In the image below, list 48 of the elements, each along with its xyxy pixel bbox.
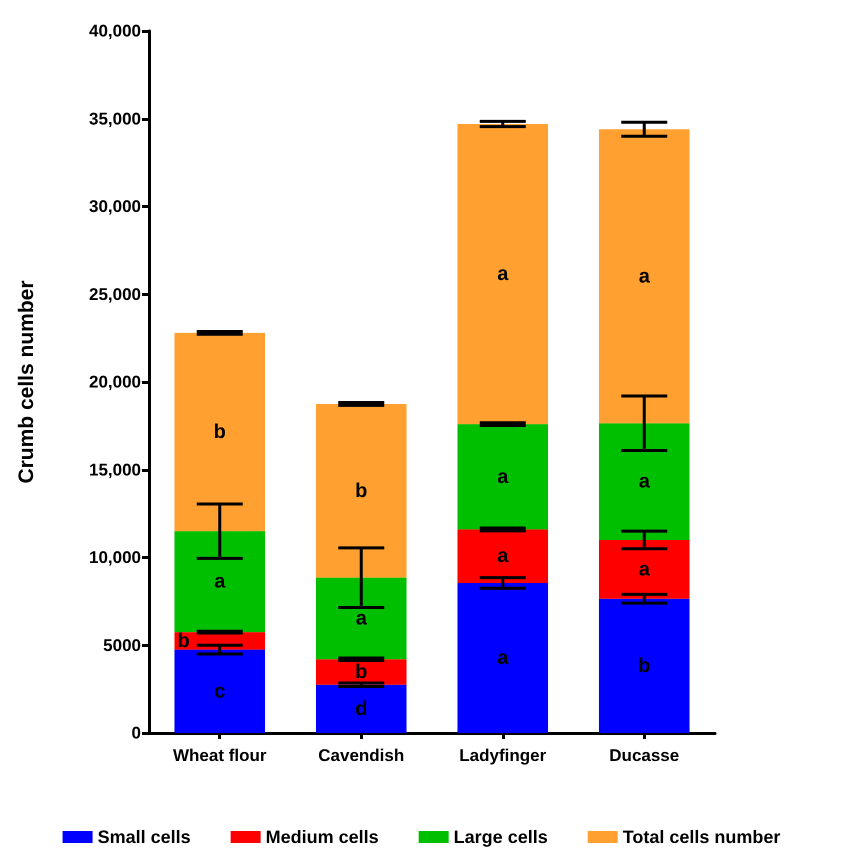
data-label: b [638, 654, 650, 677]
data-label: a [638, 558, 651, 580]
data-label: a [497, 646, 510, 669]
bar [457, 582, 548, 733]
x-tick-label: Cavendish [318, 746, 404, 765]
data-label: a [497, 263, 510, 286]
bar [316, 578, 407, 660]
data-label: b [214, 421, 226, 444]
y-tick-label: 35,000 [89, 109, 141, 128]
bar [174, 332, 266, 532]
y-tick-label: 10,000 [89, 548, 141, 567]
bar [598, 129, 690, 424]
legend-label: Medium cells [266, 827, 379, 847]
legend-label: Total cells number [622, 827, 780, 847]
data-label: a [638, 470, 651, 493]
data-label: b [355, 661, 368, 684]
data-label: c [214, 680, 226, 702]
bar [316, 404, 407, 578]
legend-label: Large cells [454, 827, 548, 847]
data-label: a [214, 570, 226, 593]
bar [457, 424, 548, 530]
y-tick-label: 25,000 [89, 284, 141, 304]
data-label: a [638, 265, 651, 288]
y-axis-title: Crumb cells number [15, 280, 38, 484]
y-tick-label: 30,000 [89, 197, 141, 216]
data-label: b [177, 630, 190, 652]
bar [598, 598, 690, 733]
data-label: a [497, 545, 510, 568]
y-tick-label: 5000 [103, 636, 141, 655]
x-tick-label: Wheat flour [173, 746, 267, 765]
data-label: a [497, 466, 510, 488]
x-tick-label: Ducasse [609, 746, 680, 765]
bar [174, 531, 266, 632]
bar [316, 684, 407, 733]
bar [457, 124, 548, 424]
y-tick-label: 0 [132, 724, 141, 742]
bar [598, 423, 690, 540]
data-label: d [355, 698, 368, 720]
data-label: b [355, 480, 368, 502]
y-tick-label: 20,000 [89, 372, 141, 392]
x-tick-label: Ladyfinger [459, 746, 547, 765]
bar [174, 650, 266, 733]
bar [598, 540, 690, 599]
legend-label: Small cells [98, 827, 191, 847]
y-tick-label: 40,000 [89, 22, 141, 40]
bar [457, 529, 548, 583]
data-label: a [356, 607, 368, 630]
y-tick-label: 15,000 [89, 460, 141, 480]
